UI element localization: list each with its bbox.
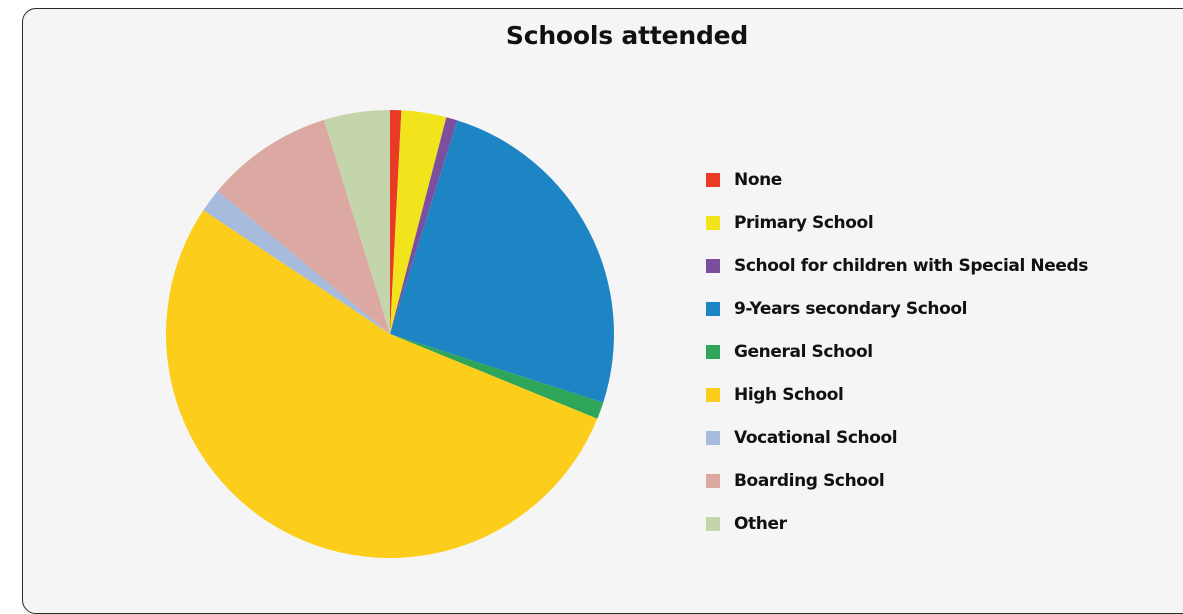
pie-slice-primary-school [390,110,447,334]
pie-slice-general-school [390,334,604,419]
pie-slice-none [390,110,402,334]
legend-label: Primary School [734,212,874,233]
legend-swatch [706,516,720,531]
chart-title: Schools attended [505,21,749,50]
chart-legend: None Primary School School for children wi… [706,158,1088,545]
legend-item: None [706,158,1088,201]
pie-slice-boarding-school [217,119,390,335]
legend-swatch [706,258,720,273]
legend-swatch [706,301,720,316]
legend-label: Other [734,513,787,534]
legend-item: Primary School [706,201,1088,244]
legend-label: Boarding School [734,470,885,491]
pie-slice-other [324,110,390,334]
legend-label: 9-Years secondary School [734,298,968,319]
legend-item: High School [706,373,1088,416]
legend-swatch [706,172,720,187]
pie-slice-vocational-school [203,190,390,334]
pie-slice-school-for-children-with-special-needs [390,117,458,335]
legend-item: Other [706,502,1088,545]
legend-item: Vocational School [706,416,1088,459]
legend-label: Vocational School [734,427,898,448]
legend-swatch [706,430,720,445]
pie-chart [166,110,614,558]
legend-swatch [706,387,720,402]
legend-item: School for children with Special Needs [706,244,1088,287]
legend-label: High School [734,384,844,405]
legend-label: School for children with Special Needs [734,255,1088,276]
legend-label: None [734,169,782,190]
legend-swatch [706,344,720,359]
legend-item: General School [706,330,1088,373]
pie-slice-9-years-secondary-school [390,120,614,403]
legend-swatch [706,215,720,230]
legend-swatch [706,473,720,488]
pie-slice-high-school [166,210,598,558]
legend-item: 9-Years secondary School [706,287,1088,330]
legend-item: Boarding School [706,459,1088,502]
legend-label: General School [734,341,873,362]
